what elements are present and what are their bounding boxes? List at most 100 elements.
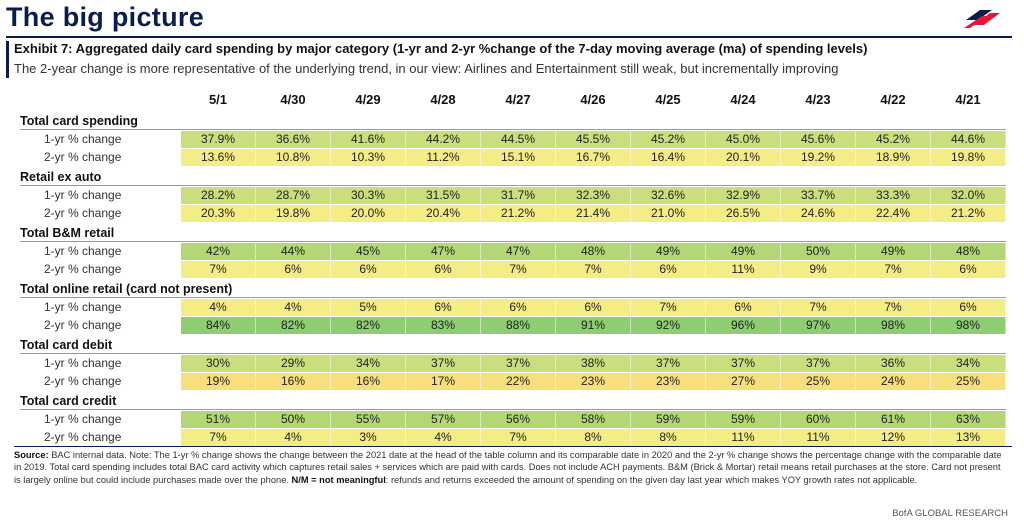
category-row: Retail ex auto (6, 168, 1012, 186)
table-cell: 33.7% (781, 187, 856, 204)
table-cell: 60% (781, 411, 856, 428)
table-cell: 37% (781, 355, 856, 372)
table-cell: 20.3% (181, 205, 256, 222)
table-cell: 6% (406, 299, 481, 316)
table-cell: 13.6% (181, 149, 256, 166)
table-cell: 16.7% (556, 149, 631, 166)
table-row: 2-yr % change 19% 16% 16% 17% 22% 23% 23% 27% 25%… (6, 372, 1012, 390)
table-row: 1-yr % change 30% 29% 34% 37% 37% 38% 37% 37% 37%… (6, 354, 1012, 372)
table-cell: 58% (556, 411, 631, 428)
table-cell: 98% (931, 317, 1006, 334)
table-cell: 29% (256, 355, 331, 372)
table-cell: 97% (781, 317, 856, 334)
row-label: 2-yr % change (44, 318, 122, 332)
exhibit-accent-bar (6, 41, 9, 78)
table-cell: 6% (631, 261, 706, 278)
table-cell: 32.6% (631, 187, 706, 204)
table-cell: 7% (856, 261, 931, 278)
row-cells: 30% 29% 34% 37% 37% 38% 37% 37% 37% 36% 34% (181, 355, 1006, 372)
table-cell: 7% (631, 299, 706, 316)
table-cell: 11% (781, 429, 856, 446)
table-cell: 32.0% (931, 187, 1006, 204)
table-cell: 49% (856, 243, 931, 260)
table-cell: 63% (931, 411, 1006, 428)
category-label: Retail ex auto (20, 170, 102, 184)
column-header-date: 5/1 (208, 92, 228, 107)
category-label: Total B&M retail (20, 226, 115, 240)
source-text: BAC internal data. Note: The 1-yr % chan… (14, 450, 1002, 485)
table-row: 2-yr % change 20.3% 19.8% 20.0% 20.4% 21.2% 21… (6, 204, 1012, 222)
table-cell: 44.6% (931, 131, 1006, 148)
table-cell: 26.5% (706, 205, 781, 222)
category-label: Total card credit (20, 394, 117, 408)
table-cell: 37% (706, 355, 781, 372)
category-divider (20, 185, 1006, 186)
table-cell: 8% (631, 429, 706, 446)
table-cell: 31.5% (406, 187, 481, 204)
table-cell: 7% (181, 429, 256, 446)
category-divider (20, 241, 1006, 242)
row-label: 1-yr % change (44, 188, 122, 202)
table-cell: 50% (256, 411, 331, 428)
table-cell: 37% (406, 355, 481, 372)
row-cells: 20.3% 19.8% 20.0% 20.4% 21.2% 21.4% 21.0% 26.5%… (181, 205, 1006, 222)
row-cells: 7% 4% 3% 4% 7% 8% 8% 11% 11% 12% 13% (181, 429, 1006, 446)
table-cell: 4% (181, 299, 256, 316)
table-cell: 4% (256, 429, 331, 446)
table-cell: 37.9% (181, 131, 256, 148)
category-divider (20, 409, 1006, 410)
row-cells: 28.2% 28.7% 30.3% 31.5% 31.7% 32.3% 32.6% 32.9%… (181, 187, 1006, 204)
title-rule (6, 36, 1012, 38)
category-row: Total card debit (6, 336, 1012, 354)
table-cell: 34% (331, 355, 406, 372)
row-label: 1-yr % change (44, 412, 122, 426)
row-cells: 42% 44% 45% 47% 47% 48% 49% 49% 50% 49% 48% (181, 243, 1006, 260)
source-label: Source: (14, 450, 49, 460)
table-cell: 25% (781, 373, 856, 390)
row-label: 2-yr % change (44, 150, 122, 164)
table-row: 2-yr % change 7% 4% 3% 4% 7% 8% 8% 11% 11% 12% 13% (6, 428, 1012, 446)
table-cell: 23% (631, 373, 706, 390)
table-row: 1-yr % change 37.9% 36.6% 41.6% 44.2% 44.5% 45… (6, 130, 1012, 148)
category-divider (20, 353, 1006, 354)
category-row: Total card spending (6, 112, 1012, 130)
table-cell: 51% (181, 411, 256, 428)
table-cell: 22.4% (856, 205, 931, 222)
table-cell: 7% (181, 261, 256, 278)
table-cell: 25% (931, 373, 1006, 390)
row-cells: 13.6% 10.8% 10.3% 11.2% 15.1% 16.7% 16.4% 20.1%… (181, 149, 1006, 166)
table-cell: 47% (481, 243, 556, 260)
table-cell: 16.4% (631, 149, 706, 166)
row-cells: 37.9% 36.6% 41.6% 44.2% 44.5% 45.5% 45.2% 45.0%… (181, 131, 1006, 148)
table-row: 2-yr % change 84% 82% 82% 83% 88% 91% 92% 96% 97%… (6, 316, 1012, 334)
table-cell: 38% (556, 355, 631, 372)
table-cell: 83% (406, 317, 481, 334)
table-cell: 16% (331, 373, 406, 390)
nm-label: N/M = not meaningful (291, 474, 386, 485)
table-cell: 6% (256, 261, 331, 278)
table-cell: 8% (556, 429, 631, 446)
table-cell: 18.9% (856, 149, 931, 166)
table-cell: 21.2% (931, 205, 1006, 222)
table-cell: 41.6% (331, 131, 406, 148)
table-cell: 20.0% (331, 205, 406, 222)
table-cell: 4% (406, 429, 481, 446)
table-cell: 12% (856, 429, 931, 446)
table-cell: 45.2% (856, 131, 931, 148)
table-cell: 7% (856, 299, 931, 316)
table-cell: 48% (931, 243, 1006, 260)
table-cell: 82% (331, 317, 406, 334)
table-cell: 30% (181, 355, 256, 372)
table-cell: 6% (556, 299, 631, 316)
table-cell: 32.9% (706, 187, 781, 204)
table-cell: 59% (631, 411, 706, 428)
row-label: 2-yr % change (44, 206, 122, 220)
table-cell: 33.3% (856, 187, 931, 204)
footer-rule (14, 446, 1012, 447)
table-cell: 6% (481, 299, 556, 316)
table-cell: 61% (856, 411, 931, 428)
table-cell: 49% (706, 243, 781, 260)
table-cell: 24% (856, 373, 931, 390)
table-cell: 7% (781, 299, 856, 316)
table-cell: 82% (256, 317, 331, 334)
